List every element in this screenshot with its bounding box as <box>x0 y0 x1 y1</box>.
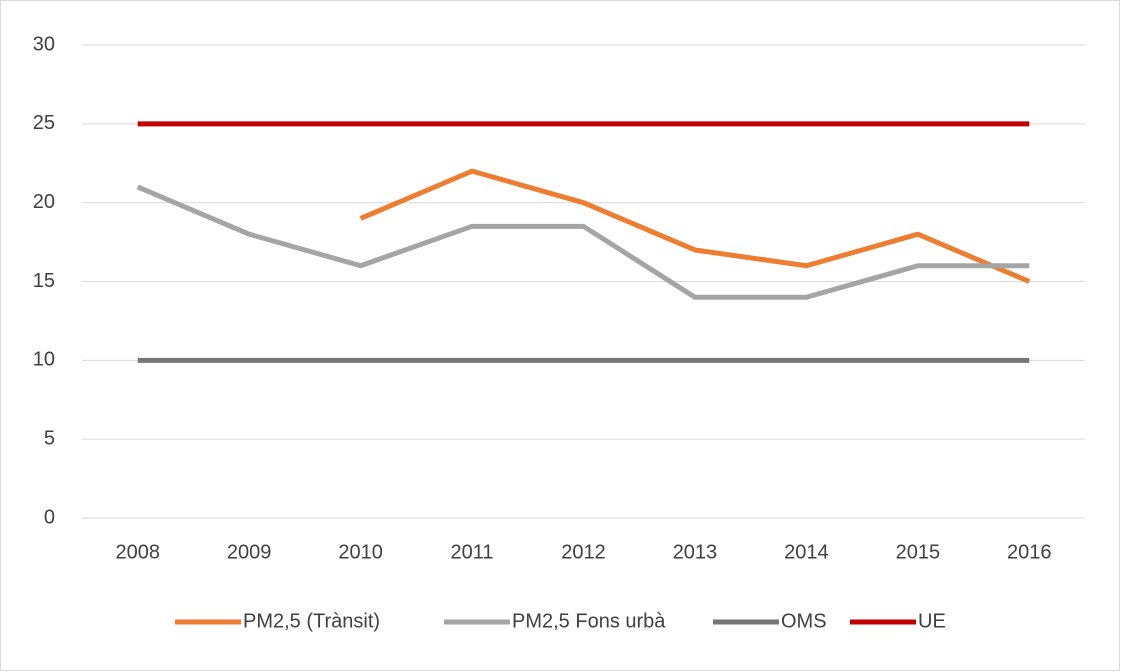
y-tick-label: 30 <box>33 33 55 55</box>
series-line <box>359 168 1031 284</box>
x-tick-label: 2011 <box>451 541 494 563</box>
x-tick-label: 2012 <box>561 541 606 563</box>
series-line <box>136 184 1030 300</box>
x-tick-label: 2010 <box>338 541 383 563</box>
legend-label: UE <box>918 610 946 632</box>
y-tick-label: 20 <box>33 191 55 213</box>
legend-label: PM2,5 (Trànsit) <box>243 610 380 632</box>
x-tick-label: 2009 <box>227 541 272 563</box>
legend-label: OMS <box>781 610 827 632</box>
y-tick-label: 10 <box>33 349 55 371</box>
y-tick-label: 0 <box>44 506 55 528</box>
x-tick-label: 2013 <box>673 541 718 563</box>
x-tick-label: 2008 <box>115 541 160 563</box>
y-tick-label: 15 <box>33 270 55 292</box>
x-tick-label: 2016 <box>1007 541 1052 563</box>
x-tick-label: 2014 <box>784 541 829 563</box>
y-tick-label: 5 <box>44 427 55 449</box>
y-tick-label: 25 <box>33 112 55 134</box>
legend-label: PM2,5 Fons urbà <box>512 610 666 632</box>
x-tick-label: 2015 <box>896 541 941 563</box>
